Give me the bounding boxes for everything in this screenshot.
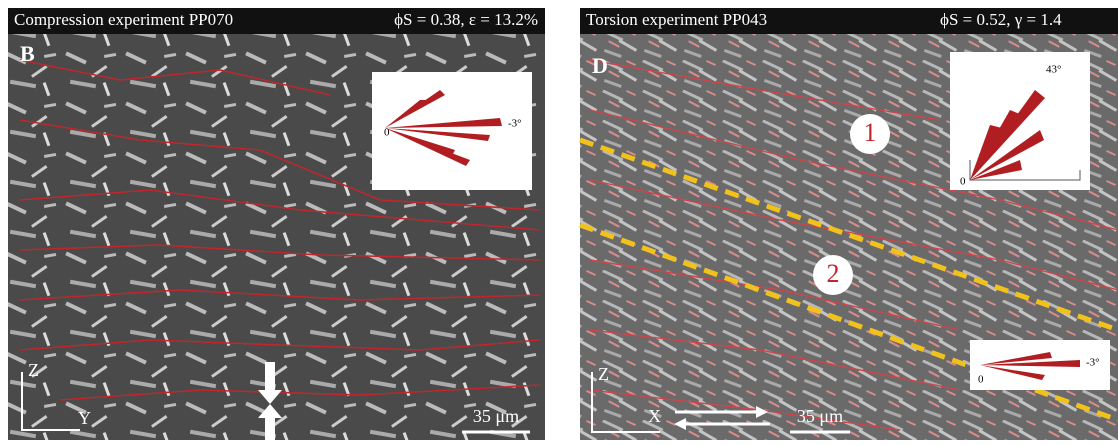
region-label: 2 <box>827 259 840 288</box>
scale-label: 35 μm <box>797 406 843 426</box>
rose-origin: 0 <box>960 176 966 188</box>
rose-inset <box>372 72 532 190</box>
rose-origin: 0 <box>978 374 984 386</box>
rose-angle: 43° <box>1046 64 1061 76</box>
header-title: Torsion experiment PP043 <box>586 10 767 29</box>
panel-d: Torsion experiment PP043 ϕS = 0.52, γ = … <box>580 8 1118 440</box>
rose-angle: -3° <box>508 118 522 130</box>
region-label: 1 <box>864 118 877 147</box>
axis-vertical: Z <box>598 364 609 384</box>
panel-b: Compression experiment PP070 ϕS = 0.38, … <box>8 8 545 440</box>
header-params: ϕS = 0.38, ε = 13.2% <box>394 10 538 29</box>
scale-label: 35 μm <box>473 406 519 426</box>
rose-origin: 0 <box>384 127 390 139</box>
header-title: Compression experiment PP070 <box>14 10 233 29</box>
header-params: ϕS = 0.52, γ = 1.4 <box>940 10 1062 29</box>
rose-angle: -3° <box>1086 357 1100 369</box>
axis-vertical: Z <box>28 360 39 380</box>
panel-label: B <box>20 41 35 66</box>
figure: Compression experiment PP070 ϕS = 0.38, … <box>0 0 1118 446</box>
axis-horizontal: Y <box>78 408 91 428</box>
panel-label: D <box>592 53 608 78</box>
axis-horizontal: X <box>648 406 661 426</box>
